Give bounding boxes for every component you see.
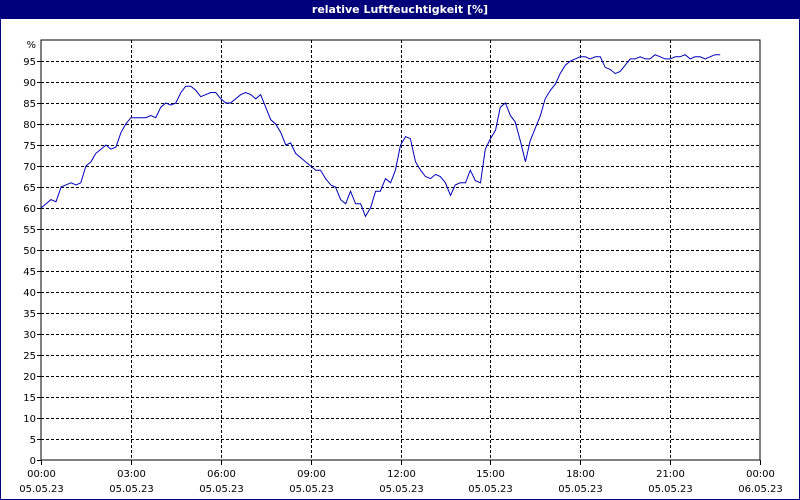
y-tick-label: 5: [30, 435, 36, 446]
y-tick-label: 90: [23, 78, 36, 89]
y-axis: 0 5 10 15 20 25 30 35 40 45 50 55 60 65 70 75 80 85 90 95%: [23, 40, 41, 467]
x-tick-date-label: 05.05.23: [379, 484, 424, 495]
x-tick-date-label: 05.05.23: [109, 484, 154, 495]
humidity-series-line: [40, 54, 721, 218]
x-axis: 00:00 05.05.23 03:00 05.05.23 06:00 05.05.23 0…: [19, 460, 783, 495]
y-tick-label: 95: [23, 57, 36, 68]
y-tick-label: 45: [23, 267, 36, 278]
grid: [41, 40, 760, 460]
x-tick-time-label: 21:00: [656, 469, 685, 480]
y-tick-label: 30: [23, 330, 36, 341]
x-tick-time-label: 09:00: [297, 469, 326, 480]
x-tick-time-label: 15:00: [476, 469, 505, 480]
y-tick-label: 25: [23, 351, 36, 362]
y-tick-label: 35: [23, 309, 36, 320]
x-tick-time-label: 00:00: [746, 469, 775, 480]
y-tick-label: 15: [23, 393, 36, 404]
y-tick-label: 0: [30, 456, 36, 467]
y-tick-label: 80: [23, 120, 36, 131]
y-tick-label: 60: [23, 204, 36, 215]
series: [40, 54, 721, 218]
y-tick-label: 65: [23, 183, 36, 194]
x-tick-time-label: 18:00: [566, 469, 595, 480]
y-tick-label: 70: [23, 162, 36, 173]
y-tick-label: 85: [23, 99, 36, 110]
x-tick-date-label: 06.05.23: [738, 484, 783, 495]
y-tick-label: 40: [23, 288, 36, 299]
x-tick-time-label: 00:00: [27, 469, 56, 480]
x-tick-date-label: 05.05.23: [468, 484, 513, 495]
chart-title: relative Luftfeuchtigkeit [%]: [0, 0, 800, 19]
y-unit-label: %: [26, 40, 36, 51]
y-tick-label: 75: [23, 141, 36, 152]
x-tick-time-label: 03:00: [117, 469, 146, 480]
x-tick-date-label: 05.05.23: [199, 484, 244, 495]
x-tick-date-label: 05.05.23: [648, 484, 693, 495]
x-tick-date-label: 05.05.23: [19, 484, 64, 495]
y-tick-label: 20: [23, 372, 36, 383]
y-tick-label: 50: [23, 246, 36, 257]
x-tick-date-label: 05.05.23: [558, 484, 603, 495]
x-tick-date-label: 05.05.23: [289, 484, 334, 495]
y-tick-label: 10: [23, 414, 36, 425]
x-tick-time-label: 06:00: [207, 469, 236, 480]
y-tick-label: 55: [23, 225, 36, 236]
x-tick-time-label: 12:00: [387, 469, 416, 480]
